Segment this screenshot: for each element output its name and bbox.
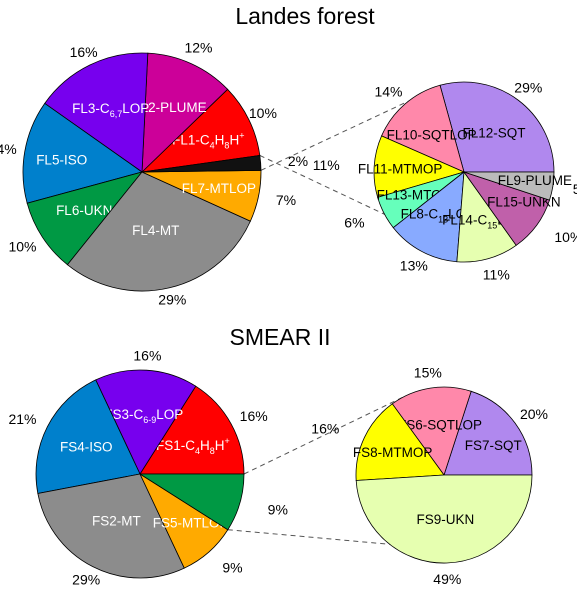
slice-percent-fl11-mtmop: 11% — [313, 157, 340, 173]
landes-forest-detail-pie: FL12-SQT 29% FL10-SQTLOP 14% FL11-MTMOP 11% FL… — [313, 80, 577, 283]
pie-slice-fl8-c13lop — [392, 171, 465, 263]
slice-percent-fl8-c13lop: 13% — [400, 258, 428, 274]
slice-percent-fl15-unkn: 10% — [554, 229, 577, 245]
slice-percent-others: 2% — [288, 153, 308, 169]
connector-line-smear-bottom — [227, 529, 390, 545]
slice-label-fl7-mtlop: FL7-MTLOP — [182, 181, 256, 196]
slice-label-fl5-iso: FL5-ISO — [36, 153, 87, 168]
pie-slice-fl3-c6-7lop — [44, 52, 149, 173]
slice-percent-fs4-iso: 21% — [8, 411, 36, 427]
slice-label-fl11-mtmop: FL11-MTMOP — [358, 162, 443, 177]
slice-percent-fl9-plume: 5% — [573, 181, 577, 197]
slice-label-fs4-iso: FS4-ISO — [60, 440, 113, 455]
pie-slice-fl6-ukn — [26, 171, 144, 266]
slice-label-fl3-c6-7lop: FL3-C6,7LOP — [72, 101, 149, 119]
connector-line-smear-top — [243, 396, 403, 475]
slice-label-fl1-c4h8h: FL1-C4H8H+ — [172, 131, 244, 151]
slice-label-fs1-c4h8h: FS1-C4H8H+ — [156, 436, 230, 456]
pie-slice-fs3-c6-9lop — [95, 369, 197, 475]
slice-label-fs3-c6-9lop: FS3-C6-9LOP — [104, 407, 183, 425]
pie-slice-fl1-c4h8h — [140, 88, 261, 173]
slice-percent-fl3-c6-7lop: 16% — [70, 44, 98, 60]
slice-label-fs2-mt: FS2-MT — [92, 513, 141, 528]
smear-ii-detail-pie: FS7-SQT 20% FS6-SQTLOP 15% FS8-MTMOP 16% FS9-U… — [311, 364, 548, 586]
landes-forest-main-pie: FL1-C4H8H+ 10% FL2-PLUME 12% FL3-C6,7LOP 16% F… — [0, 39, 308, 307]
pie-slice-fl5-iso — [22, 102, 143, 204]
slice-percent-fl10-sqtlop: 14% — [374, 84, 402, 100]
slice-percent-fs9-ukn: 49% — [433, 571, 461, 587]
slice-percent-fl14-c15lop: 11% — [483, 266, 510, 282]
pie-slice-fs9-ukn — [355, 474, 533, 564]
slice-percent-fs5-mtlop: 9% — [222, 560, 242, 576]
slice-label-fl6-ukn: FL6-UKN — [56, 203, 112, 218]
connector-line-top — [260, 100, 409, 171]
pie-slice-fs1-c4h8h — [139, 385, 245, 475]
slice-percent-fl5-iso: 14% — [0, 141, 17, 157]
pie-slice-fs4-iso — [35, 379, 141, 494]
connector-lines — [227, 100, 409, 545]
slice-percent-fs1-c4h8h: 16% — [240, 408, 268, 424]
slice-percent-fl7-mtlop: 7% — [276, 192, 296, 208]
landes-forest-title: Landes forest — [235, 3, 375, 29]
slice-percent-fs6-sqtlop: 15% — [414, 364, 442, 380]
pie-slice-fl4-mt — [66, 171, 251, 292]
slice-label-fs5-mtlop: FS5-MTLOP — [153, 515, 229, 530]
pie-slice-fl9-plume — [463, 171, 555, 201]
slice-percent-others: 9% — [268, 501, 288, 517]
pie-slice-fs8-mtmop — [355, 403, 445, 481]
pie-slice-others — [141, 154, 262, 173]
pie-slice-fs2-mt — [37, 473, 185, 579]
slice-percent-fl4-mt: 29% — [158, 291, 186, 307]
slice-label-fl2-plume: FL2-PLUME — [132, 100, 206, 115]
pie-slice-fl2-plume — [141, 52, 229, 173]
pie-slice-fl12-sqt — [439, 81, 555, 173]
smear-ii-title: SMEAR II — [230, 324, 331, 350]
slice-percent-fl6-ukn: 10% — [8, 238, 36, 254]
connector-line-bottom — [259, 154, 385, 215]
slice-percent-fs2-mt: 29% — [72, 572, 100, 588]
slice-label-fl9-plume: FL9-PLUME — [498, 173, 572, 188]
pie-slice-fs6-sqtlop — [391, 386, 472, 476]
slice-label-fs7-sqt: FS7-SQT — [465, 438, 522, 453]
slice-percent-fl12-sqt: 29% — [514, 80, 542, 96]
slice-label-fl4-mt: FL4-MT — [132, 223, 179, 238]
pie-slice-fs7-sqt — [443, 390, 533, 476]
smear-ii-main-pie: FS1-C4H8H+ 16% FS3-C6-9LOP 16% FS4-ISO 21% FS2… — [8, 348, 287, 588]
slice-percent-fs8-mtmop: 16% — [311, 421, 339, 437]
slice-percent-fl13-mton: 6% — [344, 214, 364, 230]
slice-label-fs9-ukn: FS9-UKN — [417, 512, 475, 527]
slice-label-fs8-mtmop: FS8-MTMOP — [353, 445, 433, 460]
pie-slice-others — [138, 473, 245, 531]
slice-percent-fs7-sqt: 20% — [520, 406, 548, 422]
slice-percent-fl1-c4h8h: 10% — [249, 105, 277, 121]
slice-percent-fl2-plume: 12% — [184, 39, 212, 55]
slice-label-fl12-sqt: FL12-SQT — [462, 126, 525, 141]
slice-label-fs6-sqtlop: FS6-SQTLOP — [398, 418, 482, 433]
pie-slice-fl10-sqtlop — [381, 84, 465, 173]
slice-percent-fs3-c6-9lop: 16% — [133, 348, 161, 364]
slice-label-fl10-sqtlop: FL10-SQTLOP — [387, 128, 477, 143]
